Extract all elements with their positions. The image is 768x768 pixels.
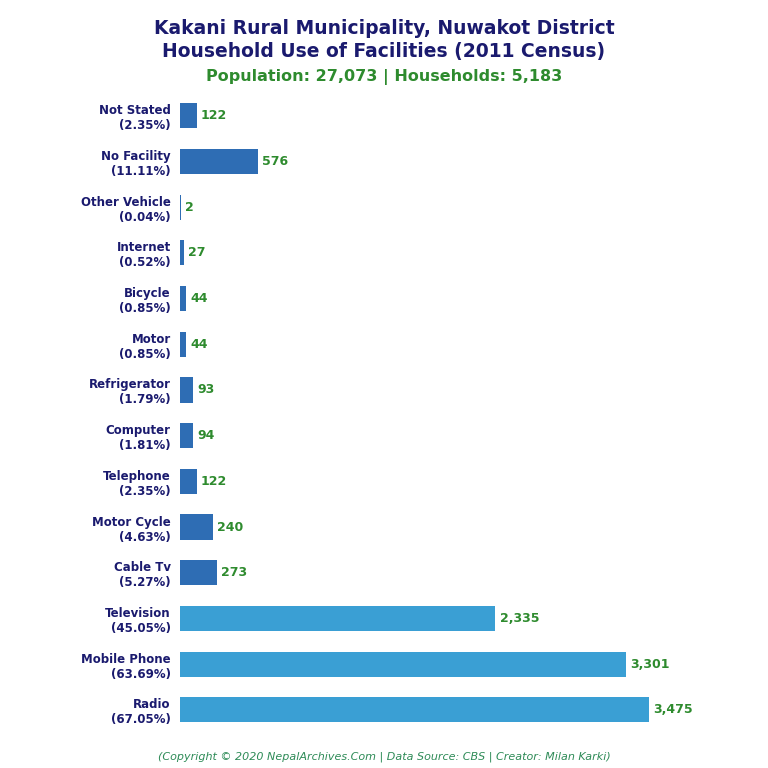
Text: 44: 44 (190, 338, 208, 351)
Bar (180, 240, 184, 266)
Text: 122: 122 (201, 475, 227, 488)
Bar (180, 515, 213, 540)
Bar (180, 377, 193, 402)
Text: 2: 2 (185, 200, 194, 214)
Bar (180, 651, 626, 677)
Text: 122: 122 (201, 109, 227, 122)
Bar (180, 468, 197, 494)
Text: (Copyright © 2020 NepalArchives.Com | Data Source: CBS | Creator: Milan Karki): (Copyright © 2020 NepalArchives.Com | Da… (157, 751, 611, 762)
Text: 576: 576 (262, 155, 288, 168)
Bar (180, 560, 217, 585)
Text: 94: 94 (197, 429, 214, 442)
Text: Population: 27,073 | Households: 5,183: Population: 27,073 | Households: 5,183 (206, 69, 562, 85)
Text: 27: 27 (188, 247, 206, 260)
Bar (180, 423, 194, 449)
Text: 273: 273 (221, 566, 247, 579)
Text: Household Use of Facilities (2011 Census): Household Use of Facilities (2011 Census… (163, 42, 605, 61)
Text: 3,301: 3,301 (630, 657, 669, 670)
Bar (180, 606, 495, 631)
Text: 44: 44 (190, 292, 208, 305)
Bar (180, 149, 258, 174)
Bar (180, 332, 187, 357)
Bar (180, 103, 197, 128)
Text: 93: 93 (197, 383, 214, 396)
Text: 2,335: 2,335 (499, 612, 539, 625)
Bar (180, 697, 649, 723)
Bar (180, 286, 187, 311)
Text: Kakani Rural Municipality, Nuwakot District: Kakani Rural Municipality, Nuwakot Distr… (154, 19, 614, 38)
Text: 3,475: 3,475 (654, 703, 693, 717)
Text: 240: 240 (217, 521, 243, 534)
